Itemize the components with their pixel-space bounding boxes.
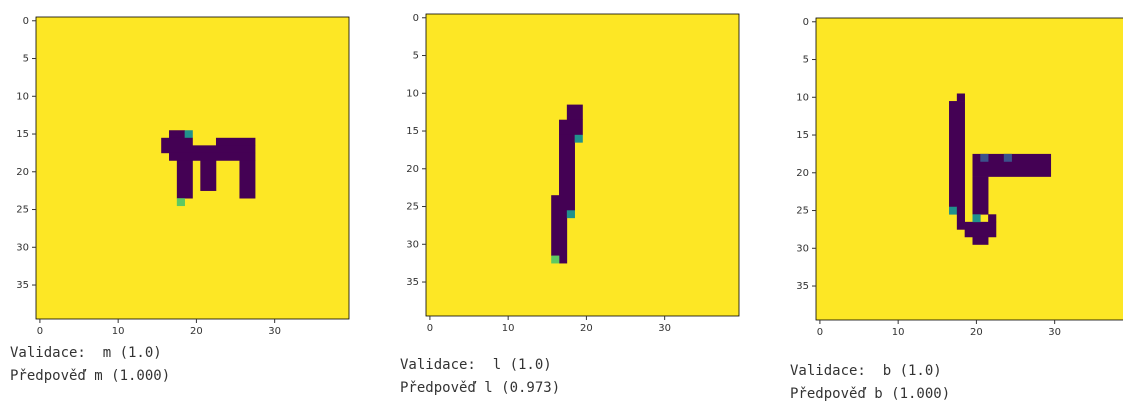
x-tick-label: 30 (658, 323, 671, 334)
pixel-block (957, 94, 965, 102)
pixel-block (177, 160, 193, 198)
y-tick-label: 20 (406, 164, 419, 175)
x-tick-label: 10 (892, 327, 905, 338)
pixel-block (957, 207, 965, 230)
y-tick-label: 30 (796, 243, 809, 254)
output-caption: Předpověď b (1.000) (790, 386, 950, 402)
y-tick-label: 10 (796, 92, 809, 103)
image-background (426, 14, 739, 316)
pixel-block (980, 154, 988, 162)
x-tick-label: 30 (268, 326, 281, 337)
notebook-output: 0 10 20 30 0 5 10 15 20 25 30 35 Validace: m (1.0) Př… (0, 0, 1123, 408)
y-tick-label: 10 (16, 91, 29, 102)
pixel-block (169, 130, 185, 138)
x-tick-label: 20 (970, 327, 983, 338)
pixel-block (193, 145, 256, 153)
x-tick-label: 30 (1048, 327, 1061, 338)
pixel-block (169, 153, 255, 161)
y-tick-label: 30 (16, 242, 29, 253)
pixel-block (551, 195, 559, 256)
pixel-block (177, 198, 185, 206)
y-tick-label: 0 (23, 16, 29, 27)
pixel-block (949, 207, 957, 215)
pixel-block (216, 138, 255, 146)
y-tick-label: 20 (16, 167, 29, 178)
output-caption: Předpověď m (1.000) (10, 368, 170, 384)
y-tick-label: 0 (803, 17, 809, 28)
y-tick-label: 20 (796, 168, 809, 179)
pixel-block (559, 210, 567, 263)
y-tick-label: 5 (803, 55, 809, 66)
y-tick-label: 25 (406, 202, 419, 213)
y-tick-label: 15 (406, 126, 419, 137)
y-tick-label: 35 (406, 277, 419, 288)
output-caption: Validace: m (1.0) (10, 345, 162, 361)
pixel-block (973, 177, 989, 215)
y-tick-label: 10 (406, 88, 419, 99)
pixel-block (559, 120, 583, 135)
x-tick-label: 0 (427, 323, 433, 334)
pixel-block (200, 160, 216, 191)
pixel-block (965, 222, 997, 237)
output-caption: Validace: b (1.0) (790, 363, 942, 379)
y-tick-label: 35 (16, 280, 29, 291)
x-tick-label: 0 (817, 327, 823, 338)
x-tick-label: 10 (502, 323, 515, 334)
y-tick-label: 35 (796, 281, 809, 292)
pixel-block (567, 105, 583, 120)
image-background (816, 18, 1123, 320)
x-tick-label: 20 (190, 326, 203, 337)
pixel-block (239, 160, 255, 198)
pixel-block (161, 138, 193, 153)
x-tick-label: 20 (580, 323, 593, 334)
y-tick-label: 5 (23, 54, 29, 65)
output-caption: Předpověď l (0.973) (400, 380, 560, 396)
y-tick-label: 15 (796, 130, 809, 141)
y-tick-label: 0 (413, 13, 419, 24)
y-tick-label: 30 (406, 239, 419, 250)
y-tick-label: 25 (16, 205, 29, 216)
pixel-block (949, 101, 965, 207)
pixel-block (185, 130, 193, 138)
pixel-block (559, 135, 575, 211)
pixel-block (988, 214, 996, 222)
y-tick-label: 5 (413, 51, 419, 62)
pixel-block (575, 135, 583, 143)
x-tick-label: 10 (112, 326, 125, 337)
pixel-block (973, 237, 989, 245)
pixel-block (1004, 154, 1012, 162)
output-caption: Validace: l (1.0) (400, 357, 552, 373)
y-tick-label: 25 (796, 206, 809, 217)
x-tick-label: 0 (37, 326, 43, 337)
pixel-block (551, 256, 559, 264)
y-tick-label: 15 (16, 129, 29, 140)
pixel-block (973, 214, 981, 222)
pixel-block (567, 210, 575, 218)
